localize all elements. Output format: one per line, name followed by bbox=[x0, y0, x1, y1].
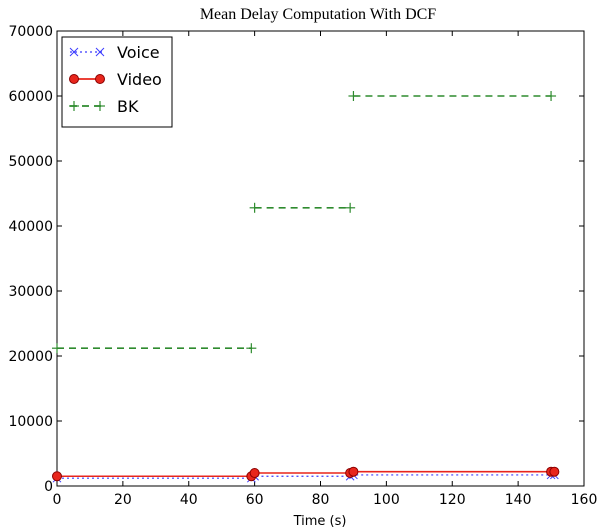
legend-label-video: Video bbox=[117, 70, 162, 89]
data-point-video bbox=[52, 471, 62, 482]
data-point-bk bbox=[345, 202, 356, 213]
y-tick-label: 70000 bbox=[8, 24, 53, 40]
x-tick-label: 120 bbox=[439, 492, 466, 508]
x-tick-label: 40 bbox=[180, 492, 198, 508]
legend-marker-bk bbox=[95, 101, 105, 111]
x-tick-label: 0 bbox=[53, 492, 62, 508]
x-tick-label: 80 bbox=[312, 492, 330, 508]
y-tick-label: 40000 bbox=[8, 219, 53, 235]
x-tick-label: 60 bbox=[246, 492, 264, 508]
y-tick-label: 0 bbox=[44, 479, 53, 495]
y-tick-label: 20000 bbox=[8, 349, 53, 365]
data-point-video bbox=[249, 468, 260, 478]
legend-marker-bk bbox=[69, 101, 79, 111]
x-tick-label: 160 bbox=[571, 492, 597, 508]
legend-item-voice: Voice bbox=[69, 43, 160, 62]
legend-marker-voice bbox=[95, 47, 105, 57]
legend-label-bk: BK bbox=[117, 97, 139, 116]
legend-label-voice: Voice bbox=[117, 43, 160, 62]
legend-marker-voice bbox=[69, 47, 79, 57]
data-point-video bbox=[348, 466, 359, 477]
x-tick-label: 20 bbox=[114, 492, 132, 508]
legend-item-bk: BK bbox=[69, 97, 139, 116]
y-tick-label: 10000 bbox=[8, 414, 53, 430]
data-point-bk bbox=[249, 202, 260, 213]
data-point-bk bbox=[246, 343, 257, 354]
data-point-bk bbox=[546, 91, 557, 101]
chart-title: Mean Delay Computation With DCF bbox=[200, 6, 436, 23]
x-axis: 0 20 40 60 80 100 120 140 160 bbox=[53, 31, 597, 508]
series-layer bbox=[52, 91, 560, 483]
y-axis: 0 10000 20000 30000 40000 50000 60000 70000 bbox=[8, 24, 584, 495]
data-point-bk bbox=[52, 343, 62, 354]
x-axis-label: Time (s) bbox=[293, 514, 347, 529]
legend-marker-video bbox=[95, 74, 105, 84]
series-bk bbox=[52, 91, 557, 354]
data-point-bk bbox=[348, 91, 359, 101]
y-tick-label: 50000 bbox=[8, 154, 53, 170]
x-tick-label: 100 bbox=[373, 492, 400, 508]
data-point-video bbox=[549, 466, 560, 477]
legend-marker-video bbox=[69, 74, 79, 84]
legend: Voice Video BK bbox=[61, 36, 173, 128]
series-video bbox=[52, 466, 560, 482]
x-tick-label: 140 bbox=[505, 492, 532, 508]
legend-item-video: Video bbox=[69, 70, 162, 89]
y-tick-label: 60000 bbox=[8, 89, 53, 105]
y-tick-label: 30000 bbox=[8, 284, 53, 300]
